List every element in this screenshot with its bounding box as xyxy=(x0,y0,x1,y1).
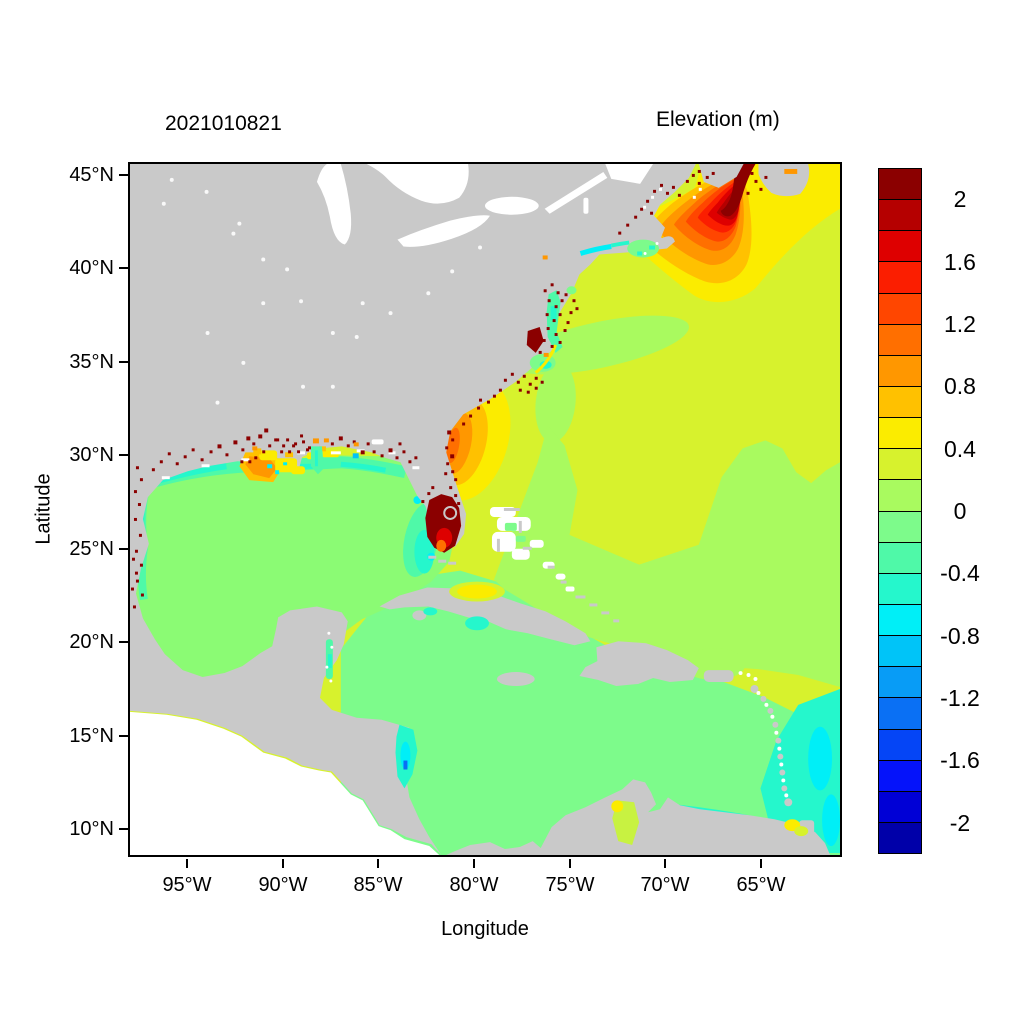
colorbar-cell xyxy=(879,792,921,823)
longitude-tick-label: 70°W xyxy=(625,874,705,896)
colorbar-cell xyxy=(879,667,921,698)
longitude-axis-title: Longitude xyxy=(385,918,585,941)
longitude-tick-mark xyxy=(186,859,188,868)
colorbar-tick-value: 0.8 xyxy=(930,373,990,399)
colorbar-cell xyxy=(879,636,921,667)
latitude-tick-mark xyxy=(119,641,128,643)
longitude-tick-label: 90°W xyxy=(243,874,323,896)
longitude-tick-mark xyxy=(282,859,284,868)
latitude-tick-mark xyxy=(119,828,128,830)
latitude-tick-label: 10°N xyxy=(48,818,114,840)
colorbar-cell xyxy=(879,698,921,729)
colorbar-tick-value: 0 xyxy=(930,498,990,524)
longitude-tick-mark xyxy=(760,859,762,868)
latitude-tick-mark xyxy=(119,548,128,550)
colorbar-tick-value: -0.8 xyxy=(930,623,990,649)
latitude-tick-mark xyxy=(119,267,128,269)
colorbar-cell xyxy=(879,262,921,293)
longitude-tick-mark xyxy=(569,859,571,868)
colorbar-cell xyxy=(879,387,921,418)
latitude-tick-label: 20°N xyxy=(48,631,114,653)
longitude-tick-label: 65°W xyxy=(721,874,801,896)
plot-canvas: 2021010821 Elevation (m) xyxy=(0,0,1024,1024)
latitude-tick-label: 30°N xyxy=(48,444,114,466)
colorbar-title: Elevation (m) xyxy=(656,108,780,132)
longitude-tick-mark xyxy=(473,859,475,868)
latitude-tick-mark xyxy=(119,454,128,456)
colorbar-cell xyxy=(879,480,921,511)
longitude-tick-label: 95°W xyxy=(147,874,227,896)
latitude-tick-label: 45°N xyxy=(48,164,114,186)
colorbar-cell xyxy=(879,512,921,543)
latitude-tick-label: 15°N xyxy=(48,725,114,747)
elevation-map xyxy=(130,164,840,855)
latitude-tick-label: 40°N xyxy=(48,257,114,279)
colorbar-cell xyxy=(879,574,921,605)
plot-date-title: 2021010821 xyxy=(165,112,282,136)
colorbar-cell xyxy=(879,356,921,387)
colorbar-tick-value: 2 xyxy=(930,186,990,212)
colorbar-cell xyxy=(879,605,921,636)
colorbar-tick-value: 1.2 xyxy=(930,311,990,337)
latitude-tick-mark xyxy=(119,735,128,737)
colorbar-cell xyxy=(879,294,921,325)
longitude-tick-mark xyxy=(664,859,666,868)
colorbar-cell xyxy=(879,761,921,792)
map-plot-area xyxy=(128,162,842,857)
colorbar-tick-value: 0.4 xyxy=(930,436,990,462)
colorbar-cell xyxy=(879,231,921,262)
latitude-tick-label: 25°N xyxy=(48,538,114,560)
colorbar-cell xyxy=(879,823,921,853)
latitude-tick-mark xyxy=(119,174,128,176)
colorbar-cell xyxy=(879,543,921,574)
elevation-colorbar xyxy=(878,168,922,854)
longitude-tick-label: 85°W xyxy=(338,874,418,896)
colorbar-cell xyxy=(879,169,921,200)
longitude-tick-mark xyxy=(377,859,379,868)
longitude-tick-label: 75°W xyxy=(530,874,610,896)
latitude-axis-title: Latitude xyxy=(33,473,56,544)
longitude-tick-label: 80°W xyxy=(434,874,514,896)
colorbar-tick-value: -2 xyxy=(930,810,990,836)
colorbar-cell xyxy=(879,730,921,761)
colorbar-tick-value: 1.6 xyxy=(930,249,990,275)
colorbar-cell xyxy=(879,200,921,231)
latitude-tick-label: 35°N xyxy=(48,351,114,373)
colorbar-cell xyxy=(879,449,921,480)
colorbar-tick-value: -1.6 xyxy=(930,747,990,773)
colorbar-cell xyxy=(879,418,921,449)
colorbar-tick-value: -1.2 xyxy=(930,685,990,711)
latitude-tick-mark xyxy=(119,361,128,363)
colorbar-tick-value: -0.4 xyxy=(930,560,990,586)
colorbar-cell xyxy=(879,325,921,356)
